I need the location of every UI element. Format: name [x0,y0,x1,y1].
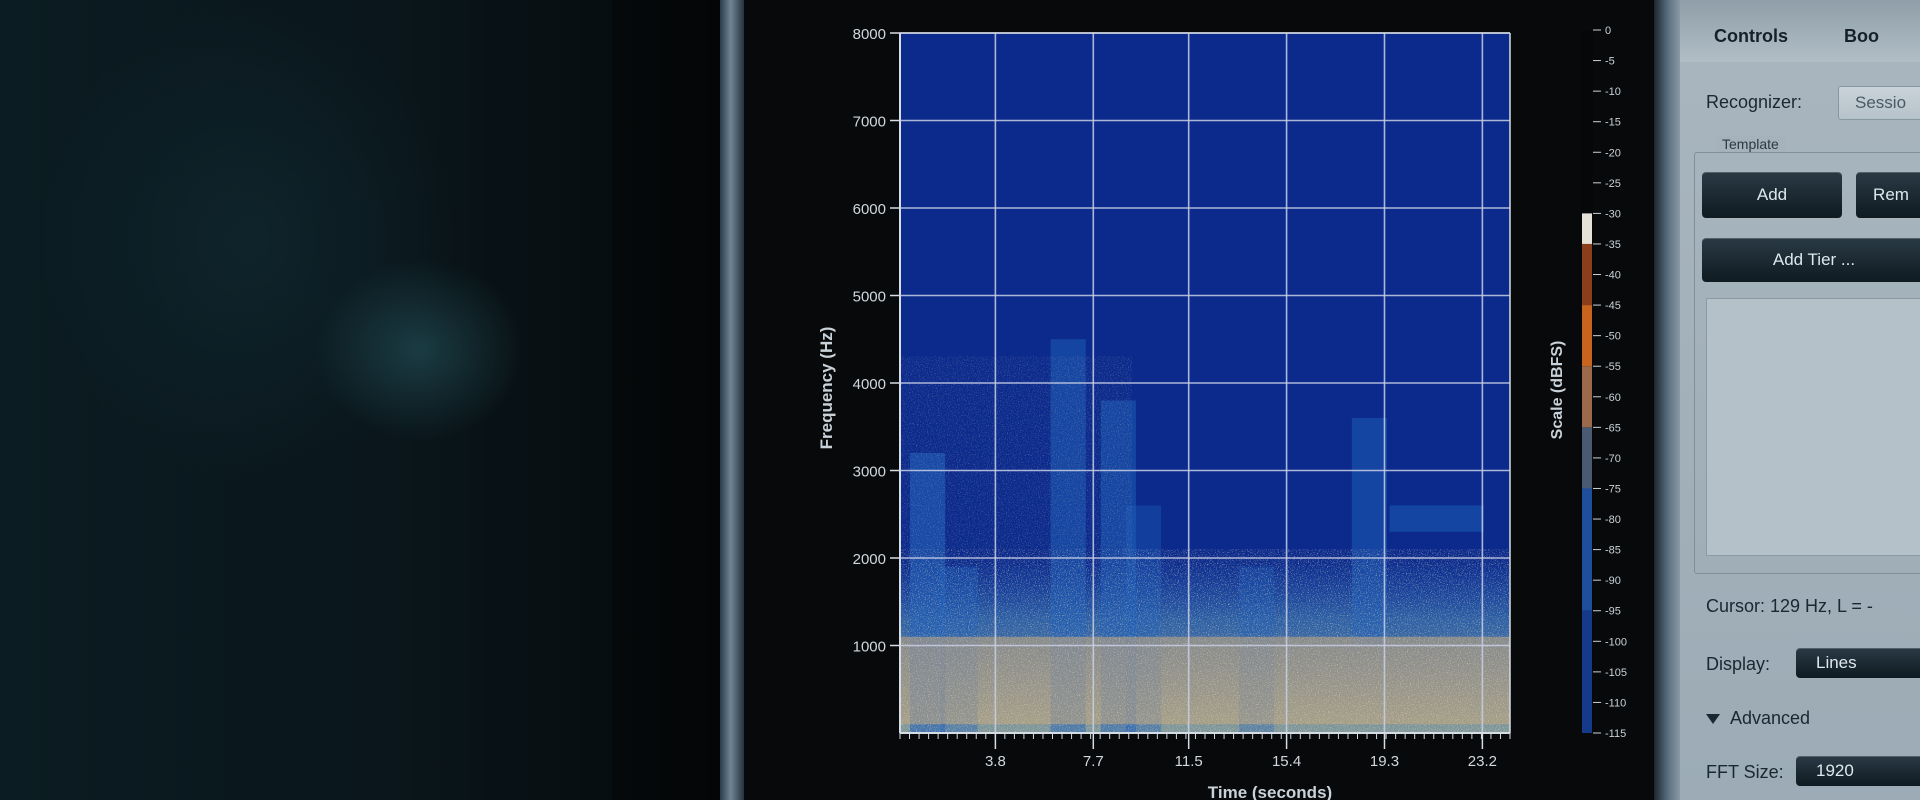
spectrogram-chart: 1000 2000 3000 4000 5000 6000 7000 8000 3.8 7.7 11… [744,0,1654,800]
colorbar-segment [1582,427,1592,488]
colorbar-tick-label: -40 [1605,270,1621,282]
colorbar-tick-label: -45 [1605,300,1621,312]
controls-panel: Controls Boo Recognizer: Sessio Template… [1680,0,1920,800]
colorbar-label: Scale (dBFS) [1549,341,1566,440]
colorbar-tick-label: -65 [1605,422,1621,434]
recognizer-label: Recognizer: [1706,92,1802,113]
energy-grain-upper [900,357,1132,550]
colorbar-segment [1582,366,1592,427]
colorbar-tick-label: -75 [1605,483,1621,495]
colorbar-tick-label: -80 [1605,514,1621,526]
colorbar-tick-label: -10 [1605,86,1621,98]
colorbar-segment [1582,213,1592,244]
colorbar-segment [1582,305,1592,366]
x-axis-label: Time (seconds) [1208,783,1332,800]
energy-patch [1390,506,1484,532]
y-axis-label: Frequency (Hz) [817,327,836,450]
template-group-label: Template [1716,136,1785,152]
remove-button[interactable]: Rem [1856,172,1920,218]
chevron-down-icon [1706,714,1720,724]
tab-books[interactable]: Boo [1844,0,1879,62]
panel-tabs: Controls Boo [1680,0,1920,62]
fft-size-input[interactable]: 1920 [1796,756,1920,786]
y-tick-label: 8000 [853,26,886,43]
advanced-label: Advanced [1730,708,1810,728]
x-tick-label: 11.5 [1175,753,1203,770]
colorbar-tick-label: -105 [1605,667,1627,679]
x-tick-label: 15.4 [1272,753,1301,770]
colorbar-tick-label: -95 [1605,606,1621,618]
advanced-toggle[interactable]: Advanced [1706,708,1810,729]
y-tick-label: 5000 [853,289,886,306]
colorbar: 0 -5 -10 -15 -20 -25 -30 -35 -40 -45 -50 -55 -60 -65 -… [1581,25,1627,740]
colorbar-tick-label: -85 [1605,545,1621,557]
colorbar-tick-label: -60 [1605,392,1621,404]
energy-grain [900,549,1510,733]
y-tick-label: 7000 [853,114,886,131]
display-label: Display: [1706,654,1770,675]
monitor-shadow [612,0,720,800]
colorbar-segment [1582,611,1592,733]
template-list[interactable] [1706,298,1920,556]
colorbar-tick-label: -100 [1605,636,1627,648]
colorbar-tick-label: -30 [1605,208,1621,220]
colorbar-tick-label: -90 [1605,575,1621,587]
colorbar-segment [1582,244,1592,305]
x-tick-label: 3.8 [985,753,1006,770]
y-tick-label: 6000 [853,201,886,218]
panel-bezel [1654,0,1680,800]
recognizer-select[interactable]: Sessio [1838,86,1920,120]
monitor-bezel [720,0,744,800]
colorbar-tick-label: -15 [1605,117,1621,129]
colorbar-tick-label: -35 [1605,239,1621,251]
colorbar-tick-label: -115 [1605,728,1626,740]
x-tick-label: 23.2 [1468,753,1497,770]
colorbar-tick-label: -5 [1605,56,1615,68]
colorbar-tick-label: -55 [1605,361,1621,373]
colorbar-segment [1582,488,1592,610]
colorbar-tick-label: 0 [1605,25,1611,37]
x-tick-label: 7.7 [1083,753,1104,770]
tab-controls[interactable]: Controls [1714,0,1788,62]
add-tier-button[interactable]: Add Tier ... [1702,238,1920,282]
add-button[interactable]: Add [1702,172,1842,218]
colorbar-tick-label: -20 [1605,147,1621,159]
cursor-readout: Cursor: 129 Hz, L = - [1706,596,1873,617]
colorbar-tick-label: -50 [1605,331,1621,343]
display-select[interactable]: Lines [1796,648,1920,678]
y-tick-label: 3000 [853,464,886,481]
colorbar-tick-label: -25 [1605,178,1621,190]
y-tick-label: 2000 [853,551,886,568]
y-tick-label: 1000 [853,639,886,656]
fft-size-label: FFT Size: [1706,762,1784,783]
x-tick-label: 19.3 [1370,753,1399,770]
colorbar-tick-label: -70 [1605,453,1621,465]
colorbar-tick-label: -110 [1605,697,1626,709]
y-tick-label: 4000 [853,376,886,393]
